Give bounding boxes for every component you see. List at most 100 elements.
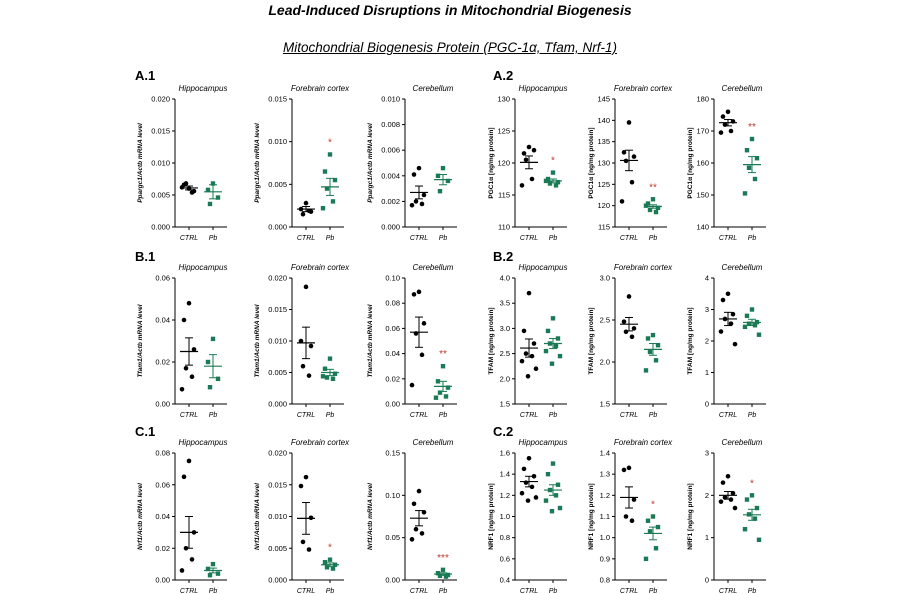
data-point-ctrl xyxy=(519,358,525,364)
y-tick-label: 1.3 xyxy=(600,470,610,479)
data-point-ctrl xyxy=(308,343,314,349)
data-point-ctrl xyxy=(619,199,625,204)
data-point-ctrl xyxy=(621,319,627,324)
chart-title: Forebrain cortex xyxy=(614,263,673,272)
data-point-ctrl xyxy=(631,154,637,159)
data-point-pb xyxy=(330,376,336,381)
y-tick-label: 0 xyxy=(705,400,709,409)
chart-4-forebrain-cortex: Forebrain cortex 115 120 125 130 135 140 145 PGC… xyxy=(588,84,673,242)
chart-13-forebrain-cortex: Forebrain cortex 0.000 0.005 0.010 0.015 0.02… xyxy=(254,438,350,594)
chart-8-cerebellum: Cerebellum 0.00 0.02 0.04 0.06 0.08 0.10 Tfam1/… xyxy=(367,263,457,419)
chart-11-cerebellum: Cerebellum 0 1 2 3 4 TFAM [ng/mg protein] CTRL P… xyxy=(687,263,766,419)
y-tick-label: 0.015 xyxy=(268,480,287,489)
y-tick-label: 0.06 xyxy=(155,274,170,283)
data-point-pb xyxy=(746,165,752,170)
data-point-pb xyxy=(653,358,659,363)
y-axis-label: Ppargc1/Actb mRNA level xyxy=(137,123,144,203)
data-point-ctrl xyxy=(183,366,189,371)
y-tick-label: 2.5 xyxy=(500,349,510,358)
data-point-pb xyxy=(749,307,755,312)
x-tick-label-ctrl: CTRL xyxy=(180,235,198,242)
data-point-pb xyxy=(744,313,750,318)
chart-title: Forebrain cortex xyxy=(291,84,350,93)
x-tick-label-ctrl: CTRL xyxy=(520,412,538,419)
data-point-ctrl xyxy=(725,291,731,297)
y-axis-label: TFAM [ng/mg protein] xyxy=(588,307,595,374)
chart-title: Hippocampus xyxy=(519,84,568,93)
x-tick-label-ctrl: CTRL xyxy=(520,235,538,242)
y-tick-label: 0.00 xyxy=(385,576,400,585)
data-point-pb xyxy=(647,349,653,355)
x-tick-label-ctrl: CTRL xyxy=(410,412,428,419)
x-tick-label-ctrl: CTRL xyxy=(520,588,538,594)
y-tick-label: 2 xyxy=(705,491,709,500)
data-point-pb xyxy=(555,180,561,185)
y-tick-label: 1.1 xyxy=(600,512,610,521)
y-tick-label: 0.06 xyxy=(385,324,400,333)
data-point-ctrl xyxy=(730,490,736,496)
data-point-pb xyxy=(320,206,326,211)
data-point-pb xyxy=(655,524,661,530)
data-point-ctrl xyxy=(730,311,736,317)
data-point-ctrl xyxy=(526,144,532,150)
y-tick-label: 115 xyxy=(598,223,610,232)
data-point-ctrl xyxy=(179,387,185,392)
chart-5-cerebellum: Cerebellum 140 150 160 170 180 PGC1α [ng/mg pr… xyxy=(687,84,766,242)
data-point-ctrl xyxy=(411,172,417,177)
y-tick-label: 115 xyxy=(498,191,510,200)
data-point-ctrl xyxy=(419,352,425,358)
data-point-pb xyxy=(550,316,556,321)
panel-label-c-1: C.1 xyxy=(135,424,155,439)
data-point-pb xyxy=(549,509,555,514)
data-point-pb xyxy=(210,561,216,567)
data-point-pb xyxy=(550,461,556,466)
chart-title: Hippocampus xyxy=(179,263,228,272)
data-point-ctrl xyxy=(631,497,637,502)
x-tick-label-ctrl: CTRL xyxy=(719,412,737,419)
data-point-ctrl xyxy=(623,329,629,335)
data-point-ctrl xyxy=(722,495,728,500)
y-tick-label: 0.04 xyxy=(385,349,400,358)
data-point-pb xyxy=(645,518,651,523)
y-tick-label: 145 xyxy=(597,95,610,104)
data-point-ctrl xyxy=(629,179,635,185)
x-tick-label-pb: Pb xyxy=(748,588,757,594)
data-point-pb xyxy=(754,156,760,161)
data-point-pb xyxy=(555,482,561,487)
data-point-pb xyxy=(655,343,661,348)
data-point-ctrl xyxy=(631,326,637,331)
y-tick-label: 1.2 xyxy=(600,491,610,500)
data-point-ctrl xyxy=(421,509,427,515)
chart-3-hippocampus: A.2 Hippocampus 110 115 120 125 130 PGC1α [ng/m… xyxy=(488,68,567,242)
data-point-pb xyxy=(643,203,649,208)
data-point-ctrl xyxy=(523,351,529,356)
data-point-pb xyxy=(437,188,443,194)
data-point-pb xyxy=(324,375,330,380)
y-tick-label: 0.000 xyxy=(381,223,400,232)
y-tick-label: 0.005 xyxy=(151,191,170,200)
y-tick-label: 135 xyxy=(597,137,610,146)
chart-title: Hippocampus xyxy=(179,84,228,93)
data-point-pb xyxy=(332,177,338,183)
x-tick-label-pb: Pb xyxy=(209,235,218,242)
x-tick-label-pb: Pb xyxy=(649,235,658,242)
data-point-pb xyxy=(557,505,563,511)
chart-title: Cerebellum xyxy=(413,263,454,272)
y-tick-label: 0.006 xyxy=(381,146,400,155)
y-tick-label: 150 xyxy=(696,191,709,200)
data-point-pb xyxy=(742,324,748,330)
chart-title: Cerebellum xyxy=(413,438,454,447)
data-point-pb xyxy=(643,556,649,562)
data-point-pb xyxy=(440,567,446,573)
y-axis-label: PGC1α [ng/mg protein] xyxy=(687,127,694,198)
y-axis-label: PGC1α [ng/mg protein] xyxy=(588,127,595,198)
data-point-ctrl xyxy=(189,374,195,380)
y-tick-label: 0.000 xyxy=(268,576,287,585)
data-point-ctrl xyxy=(529,353,535,359)
y-tick-label: 1.0 xyxy=(500,512,510,521)
data-point-pb xyxy=(744,497,750,502)
chart-title: Forebrain cortex xyxy=(291,438,350,447)
x-tick-label-pb: Pb xyxy=(439,235,448,242)
data-point-pb xyxy=(443,394,449,399)
x-tick-label-pb: Pb xyxy=(549,412,558,419)
